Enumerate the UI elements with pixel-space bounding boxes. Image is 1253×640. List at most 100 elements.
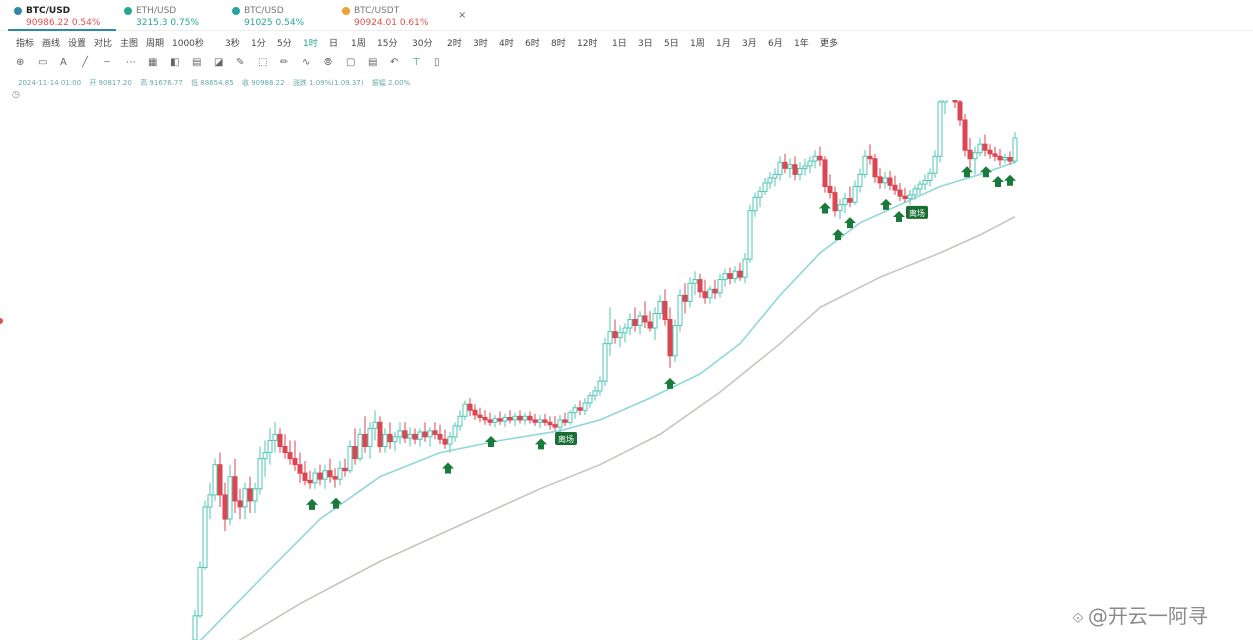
trash-icon[interactable]: ▯ (434, 57, 440, 68)
period-item[interactable]: 12时 (577, 39, 598, 49)
period-item[interactable]: 5日 (664, 39, 679, 49)
candle-down (297, 464, 303, 474)
pattern-icon[interactable]: ▤ (192, 57, 202, 68)
period-item[interactable]: 设置 (68, 39, 87, 49)
period-item[interactable]: 对比 (94, 39, 113, 49)
period-item[interactable]: 5分 (277, 39, 292, 49)
candle-down (612, 331, 618, 339)
candle-up (262, 452, 268, 460)
ohlc-open: 开 90817.20 (89, 79, 132, 87)
close-icon[interactable]: × (458, 10, 467, 21)
ohlc-readout: 2024-11-14 01:00 开 90817.20 高 91676.77 低… (18, 78, 416, 88)
candle-down (482, 417, 488, 421)
candle-down (317, 472, 323, 480)
measure-icon[interactable]: ▦ (148, 57, 158, 68)
period-item[interactable]: 1年 (794, 39, 809, 49)
candle-up (1012, 137, 1018, 162)
line-icon[interactable]: ╱ (82, 57, 89, 68)
period-item[interactable]: 15分 (377, 39, 398, 49)
candle-up (777, 161, 783, 175)
ohlc-date: 2024-11-14 01:00 (18, 79, 82, 87)
period-item[interactable]: 周期 (146, 39, 165, 49)
candle-down (247, 488, 253, 502)
period-item[interactable]: 1月 (716, 39, 731, 49)
btc-icon (342, 7, 350, 15)
candle-down (467, 403, 473, 411)
period-item[interactable]: 2时 (447, 39, 462, 49)
gann-icon[interactable]: ◪ (214, 57, 224, 68)
note-icon[interactable]: ▤ (368, 57, 378, 68)
more-icon[interactable]: ⋯ (126, 57, 136, 68)
period-item[interactable]: 3时 (473, 39, 488, 49)
candle-down (302, 472, 308, 481)
pencil-icon[interactable]: ✏ (280, 57, 289, 68)
period-item[interactable]: 更多 (820, 39, 839, 49)
crosshair-icon[interactable]: ⊕ (16, 57, 25, 68)
candle-down (377, 421, 383, 447)
candle-up (492, 418, 498, 423)
filter-icon[interactable]: ⊤ (412, 57, 421, 68)
candle-down (702, 291, 708, 299)
candle-up (252, 488, 258, 502)
tab-price: 3215.3 0.75% (136, 18, 199, 28)
fib-icon[interactable]: ◧ (170, 57, 180, 68)
signal-tag-label: 离场 (558, 434, 574, 444)
candle-down (662, 300, 668, 320)
candle-up (202, 506, 208, 568)
period-item[interactable]: 30分 (412, 39, 433, 49)
candle-down (217, 464, 223, 496)
period-item[interactable]: 6月 (768, 39, 783, 49)
period-item[interactable]: 1周 (351, 39, 366, 49)
period-item[interactable]: 1分 (251, 39, 266, 49)
period-item[interactable]: 8时 (551, 39, 566, 49)
period-item[interactable]: 1周 (690, 39, 705, 49)
candle-up (357, 433, 363, 460)
watermark: ⟐ @开云一阿寻 (1072, 600, 1208, 629)
period-item[interactable]: 指标 (16, 39, 35, 49)
candle-down (222, 494, 228, 520)
brush-icon[interactable]: ✎ (236, 57, 245, 68)
magnet-icon[interactable]: ⦾ (324, 57, 332, 68)
candle-up (622, 327, 628, 334)
candle-up (787, 164, 793, 169)
clock-icon[interactable]: ◷ (12, 90, 20, 100)
candle-up (197, 566, 203, 617)
text-icon[interactable]: A (60, 57, 67, 68)
period-item[interactable]: 1日 (612, 39, 627, 49)
tab-btcusdt[interactable]: BTC/USDT 90924.01 0.61% (336, 3, 446, 29)
shape-icon[interactable]: ⬚ (258, 57, 268, 68)
candle-down (307, 479, 313, 484)
tab-ethusd[interactable]: ETH/USD 3215.3 0.75% (118, 3, 222, 29)
rectangle-icon[interactable]: ▭ (38, 57, 48, 68)
tab-btcusd-2[interactable]: BTC/USD 91025 0.54% (226, 3, 330, 29)
candle-down (992, 153, 998, 157)
period-item[interactable]: 3日 (638, 39, 653, 49)
candle-down (547, 421, 553, 426)
period-item[interactable]: 4时 (499, 39, 514, 49)
candlestick-chart[interactable]: 离场离场99485.00 (0, 100, 1253, 640)
tab-btcusd[interactable]: BTC/USD 90986.22 0.54% (8, 3, 116, 31)
period-item[interactable]: 主图 (120, 39, 139, 49)
path-icon[interactable]: ∿ (302, 57, 311, 68)
candle-up (912, 188, 918, 196)
dotted-line-icon[interactable]: ┄ (104, 57, 111, 68)
lock-icon[interactable]: ▢ (346, 57, 356, 68)
candle-up (567, 412, 573, 423)
period-item[interactable]: 1000秒 (172, 39, 204, 49)
undo-icon[interactable]: ↶ (390, 57, 399, 68)
period-item[interactable]: 日 (329, 39, 339, 49)
candle-up (382, 433, 388, 447)
period-item[interactable]: 3月 (742, 39, 757, 49)
period-item[interactable]: 画线 (42, 39, 61, 49)
candle-up (587, 395, 593, 404)
candle-down (432, 430, 438, 435)
candle-up (637, 315, 643, 327)
candle-down (897, 189, 903, 197)
candle-down (412, 433, 418, 440)
candle-up (312, 472, 318, 484)
period-item[interactable]: 3秒 (225, 39, 240, 49)
candle-up (802, 165, 808, 169)
period-item[interactable]: 1时 (303, 39, 318, 49)
candle-down (232, 476, 238, 502)
period-item[interactable]: 6时 (525, 39, 540, 49)
